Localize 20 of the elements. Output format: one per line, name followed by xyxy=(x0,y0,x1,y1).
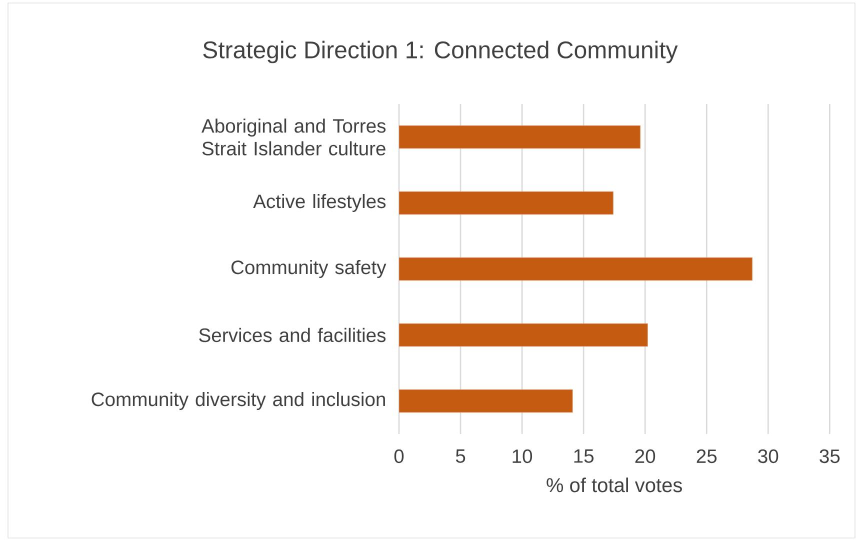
x-tick-label: 0 xyxy=(394,449,404,464)
x-tick-label: 20 xyxy=(635,449,656,464)
bar xyxy=(399,191,614,215)
x-tick-label: 25 xyxy=(696,449,717,464)
y-tick-label: Aboriginal and Torres Strait Islander culture xyxy=(201,118,386,156)
bar xyxy=(399,323,648,347)
bar xyxy=(399,125,640,149)
x-tick-label: 5 xyxy=(456,449,466,463)
x-tick-label: 35 xyxy=(820,449,840,464)
chart-title: Strategic Direction 1: Connected Community xyxy=(203,40,678,64)
y-tick-label: Services and facilities xyxy=(199,328,386,342)
bar xyxy=(399,389,573,413)
x-axis-title: % of total votes xyxy=(546,478,682,492)
x-tick-label: 10 xyxy=(512,449,532,464)
x-tick-label: 30 xyxy=(758,449,778,464)
bar xyxy=(399,257,752,281)
y-tick-label: Community diversity and inclusion xyxy=(92,392,385,410)
x-tick-label: 15 xyxy=(574,449,594,463)
y-tick-label: Community safety xyxy=(231,260,386,278)
y-tick-label: Active lifestyles xyxy=(253,194,386,212)
